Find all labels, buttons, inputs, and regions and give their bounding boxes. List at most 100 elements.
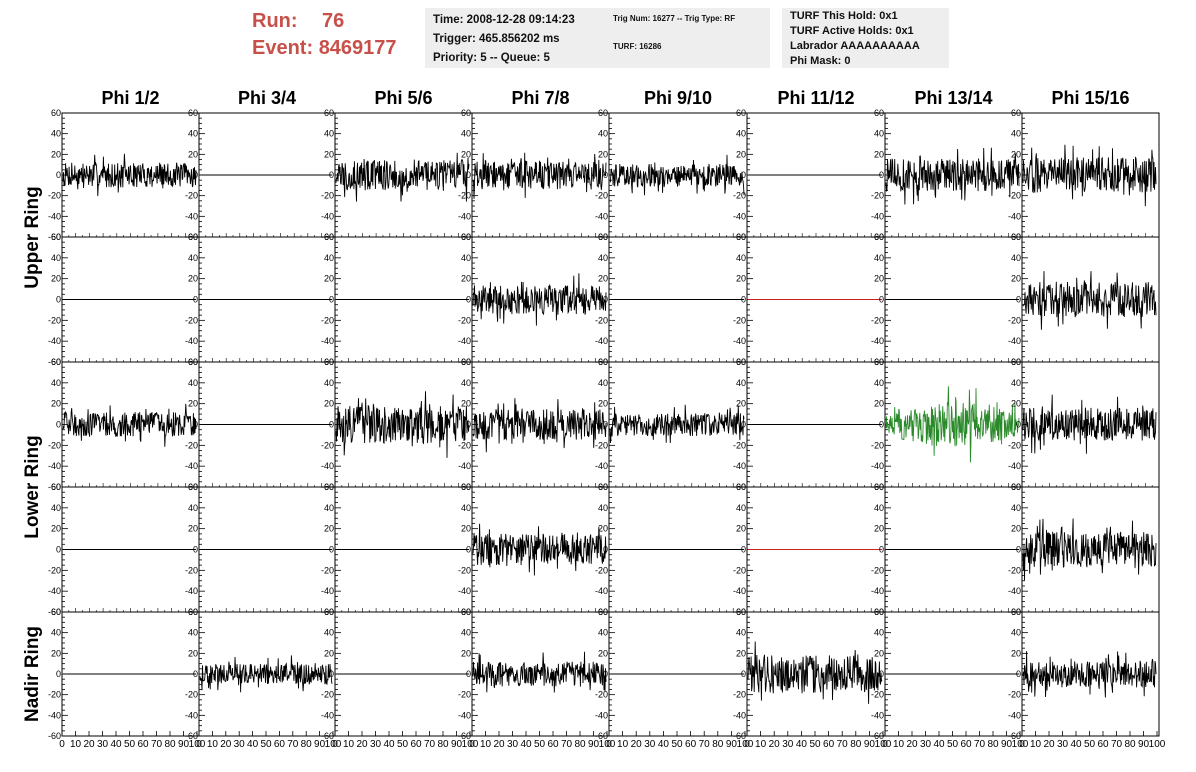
y-tick-label: 40 (598, 628, 608, 638)
y-tick-label: -20 (733, 440, 746, 450)
y-tick-label: 60 (1011, 232, 1021, 242)
y-tick-label: -20 (595, 690, 608, 700)
y-tick-label: -40 (185, 336, 198, 346)
y-tick-label: 40 (51, 628, 61, 638)
x-tick-label: 60 (410, 739, 422, 750)
y-tick-label: 60 (188, 232, 198, 242)
y-tick-label: 0 (56, 170, 61, 180)
y-tick-label: 60 (736, 232, 746, 242)
y-tick-label: 0 (603, 170, 608, 180)
y-tick-label: 20 (1011, 524, 1021, 534)
y-tick-label: 40 (736, 378, 746, 388)
y-tick-label: -20 (871, 315, 884, 325)
y-tick-label: -40 (48, 586, 61, 596)
y-tick-label: -40 (185, 461, 198, 471)
y-tick-label: 60 (188, 482, 198, 492)
y-tick-label: 20 (188, 274, 198, 284)
y-tick-label: 40 (736, 129, 746, 139)
y-tick-label: 0 (1016, 545, 1021, 555)
y-tick-label: 60 (874, 357, 884, 367)
x-tick-label: 70 (699, 739, 711, 750)
y-tick-label: 20 (874, 399, 884, 409)
x-tick-label: 0 (1019, 739, 1025, 750)
y-tick-label: 20 (874, 274, 884, 284)
y-tick-label: 20 (188, 149, 198, 159)
y-tick-label: -20 (871, 565, 884, 575)
x-tick-label: 30 (97, 739, 109, 750)
y-tick-label: 20 (736, 149, 746, 159)
y-tick-label: 0 (879, 420, 884, 430)
y-tick-label: 60 (188, 607, 198, 617)
trigger-line: Trigger: 465.856202 ms (433, 33, 560, 45)
x-tick-label: 10 (207, 739, 219, 750)
y-tick-label: 60 (598, 607, 608, 617)
y-tick-label: 60 (51, 108, 61, 118)
y-tick-label: 0 (329, 420, 334, 430)
ring-label: Lower Ring (22, 435, 43, 538)
y-tick-label: -20 (48, 315, 61, 325)
x-tick-label: 100 (325, 739, 342, 750)
y-tick-label: 0 (603, 295, 608, 305)
y-tick-label: 60 (736, 357, 746, 367)
x-tick-label: 40 (110, 739, 122, 750)
y-tick-label: 0 (1016, 669, 1021, 679)
y-tick-label: -20 (185, 315, 198, 325)
y-tick-label: 60 (736, 607, 746, 617)
y-tick-label: 40 (1011, 253, 1021, 263)
y-tick-label: 20 (324, 648, 334, 658)
y-tick-label: 60 (1011, 108, 1021, 118)
y-tick-label: 0 (879, 170, 884, 180)
y-tick-label: -40 (458, 710, 471, 720)
y-tick-label: -20 (733, 565, 746, 575)
x-tick-label: 80 (850, 739, 862, 750)
x-tick-label: 90 (451, 739, 463, 750)
y-tick-label: 60 (1011, 607, 1021, 617)
y-tick-label: -20 (1008, 565, 1021, 575)
y-tick-label: -20 (321, 690, 334, 700)
y-tick-label: 0 (193, 420, 198, 430)
y-tick-label: 0 (56, 295, 61, 305)
x-tick-label: 10 (480, 739, 492, 750)
x-tick-label: 50 (397, 739, 409, 750)
turf-hold-line: TURF This Hold: 0x1 (790, 10, 898, 22)
event-header: Run: 76 Event: 8469177 Time: 2008-12-28 0… (0, 0, 1196, 80)
y-tick-label: 0 (329, 669, 334, 679)
y-tick-label: 40 (461, 253, 471, 263)
y-tick-label: -20 (48, 440, 61, 450)
column-header: Phi 7/8 (511, 88, 569, 108)
y-tick-label: -40 (1008, 586, 1021, 596)
y-tick-label: 60 (461, 108, 471, 118)
y-tick-label: 20 (324, 149, 334, 159)
y-tick-label: 40 (874, 253, 884, 263)
y-tick-label: 60 (461, 357, 471, 367)
y-tick-label: 60 (51, 607, 61, 617)
waveform-trace (1022, 144, 1157, 207)
y-tick-label: 20 (1011, 149, 1021, 159)
x-tick-label: 0 (59, 739, 65, 750)
y-tick-label: 0 (193, 295, 198, 305)
y-tick-label: 20 (51, 648, 61, 658)
y-tick-label: -20 (458, 440, 471, 450)
y-tick-label: -20 (595, 440, 608, 450)
y-tick-label: 20 (51, 524, 61, 534)
x-tick-label: 50 (671, 739, 683, 750)
x-tick-label: 80 (437, 739, 449, 750)
y-tick-label: 40 (874, 378, 884, 388)
y-tick-label: -40 (871, 710, 884, 720)
y-tick-label: 40 (51, 378, 61, 388)
column-header: Phi 9/10 (644, 88, 712, 108)
y-tick-label: 0 (466, 545, 471, 555)
